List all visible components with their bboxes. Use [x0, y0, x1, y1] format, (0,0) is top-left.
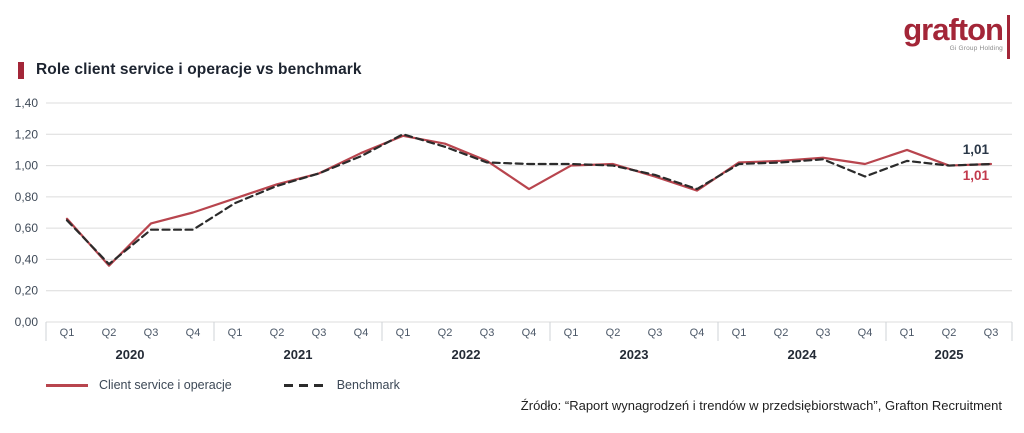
legend-swatch-client-line	[46, 383, 88, 387]
x-tick-label: Q4	[858, 327, 873, 339]
logo-bar	[1007, 15, 1010, 59]
x-tick-label: Q3	[648, 327, 663, 339]
grafton-logo: grafton Gi Group Holding	[903, 12, 1010, 59]
x-tick-label: Q1	[900, 327, 915, 339]
logo-text-column: grafton Gi Group Holding	[903, 12, 1004, 59]
x-tick-label: Q4	[522, 327, 537, 339]
year-label: 2024	[788, 347, 818, 362]
y-tick-label: 0,80	[15, 190, 39, 204]
end-value-label-client-service: 1,01	[963, 168, 990, 183]
series-line-client-service	[65, 134, 993, 267]
x-tick-label: Q4	[354, 327, 369, 339]
title-marker	[18, 61, 24, 79]
logo-wordmark: grafton	[903, 12, 1004, 47]
x-tick-label: Q3	[480, 327, 495, 339]
x-tick-label: Q3	[984, 327, 999, 339]
chart-svg: 1,40 1,20 1,00 0,80 0,60 0,40 0,20 0,00 Q1 Q2 Q3 Q4…	[15, 96, 1013, 362]
legend-item-benchmark: Benchmark	[283, 378, 400, 392]
x-tick-label: Q1	[60, 327, 75, 339]
x-tick-label: Q3	[312, 327, 327, 339]
end-value-label-benchmark: 1,01	[963, 142, 990, 157]
series-line-benchmark	[65, 133, 993, 266]
legend-label-client: Client service i operacje	[99, 378, 232, 392]
x-tick-label: Q4	[186, 327, 201, 339]
x-tick-label: Q3	[144, 327, 159, 339]
x-tick-label: Q2	[102, 327, 117, 339]
source-note: Źródło: “Raport wynagrodzeń i trendów w …	[520, 398, 1002, 413]
y-tick-label: 0,20	[15, 284, 39, 298]
x-tick-label: Q2	[774, 327, 789, 339]
x-tick-label: Q2	[606, 327, 621, 339]
y-tick-label: 1,20	[15, 127, 39, 141]
y-tick-label: 1,00	[15, 159, 39, 173]
legend-swatch-benchmark-line	[283, 383, 326, 387]
y-tick-label: 1,40	[15, 96, 39, 110]
x-tick-label: Q1	[228, 327, 243, 339]
year-label: 2020	[116, 347, 145, 362]
x-tick-label: Q1	[564, 327, 579, 339]
x-tick-label: Q1	[732, 327, 747, 339]
title-row: Role client service i operacje vs benchm…	[18, 61, 362, 79]
legend: Client service i operacje Benchmark	[46, 378, 400, 392]
x-tick-label: Q2	[270, 327, 285, 339]
year-label: 2022	[452, 347, 481, 362]
y-tick-label: 0,40	[15, 252, 39, 266]
x-tick-label: Q3	[816, 327, 831, 339]
year-label: 2025	[935, 347, 964, 362]
y-tick-label: 0,00	[15, 315, 39, 329]
x-tick-label: Q4	[690, 327, 705, 339]
y-tick-label: 0,60	[15, 221, 39, 235]
year-label: 2021	[284, 347, 313, 362]
legend-label-benchmark: Benchmark	[336, 378, 400, 392]
x-tick-label: Q2	[438, 327, 453, 339]
year-label: 2023	[620, 347, 649, 362]
legend-item-client: Client service i operacje	[46, 378, 232, 392]
x-tick-label: Q2	[942, 327, 957, 339]
chart-title: Role client service i operacje vs benchm…	[36, 61, 362, 78]
x-tick-label: Q1	[396, 327, 411, 339]
logo-subtext: Gi Group Holding	[949, 45, 1003, 53]
